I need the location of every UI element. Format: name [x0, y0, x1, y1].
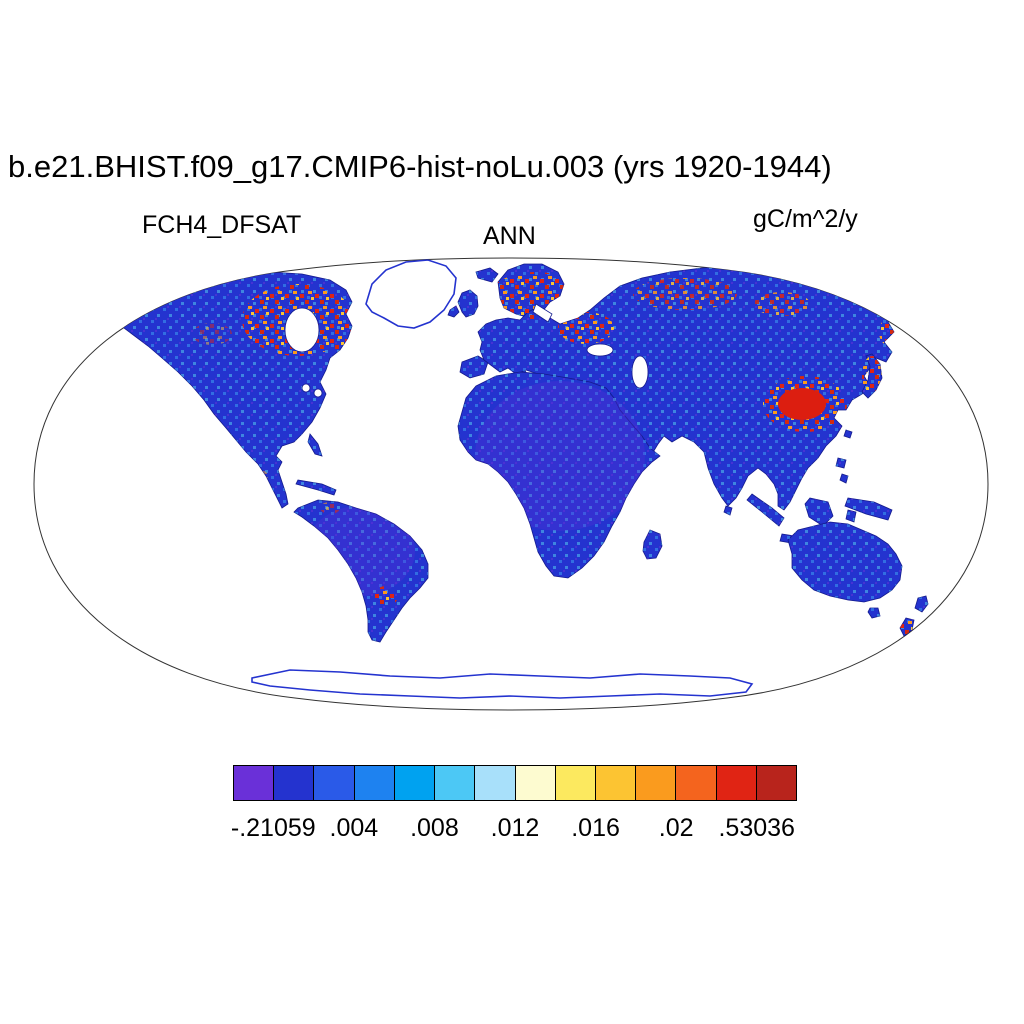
baltic-sea — [532, 303, 553, 323]
great-lakes-east — [313, 388, 323, 398]
colorbar-tick-label: .008 — [410, 814, 459, 842]
colorbar-box — [555, 765, 596, 801]
caspian-sea — [631, 355, 649, 389]
colorbar-box — [676, 765, 717, 801]
hotspot-alaska — [136, 290, 164, 306]
plot-title: b.e21.BHIST.f09_g17.CMIP6-hist-noLu.003 … — [8, 149, 832, 184]
hotspot-siberia — [633, 278, 737, 310]
colorbar-box — [314, 765, 355, 801]
colorbar-box — [354, 765, 395, 801]
world-map — [33, 257, 989, 711]
great-lakes-west — [301, 383, 311, 393]
colorbar-box — [435, 765, 476, 801]
colorbar-tick-label: .02 — [658, 814, 694, 842]
colorbar-tick-label: -.21059 — [230, 814, 316, 842]
colorbar-box — [274, 765, 315, 801]
inland-water — [284, 303, 649, 398]
colorbar-tick-label: .004 — [329, 814, 379, 842]
colorbar-labels: -.21059 .004 .008 .012 .016 .02 .53036 — [230, 814, 797, 844]
colorbar-box — [515, 765, 556, 801]
units-label: gC/m^2/y — [753, 205, 858, 233]
colorbar-box — [636, 765, 677, 801]
hotspot-china-core — [778, 388, 826, 420]
variable-label: FCH4_DFSAT — [142, 211, 302, 239]
colorbar-tick-label: .012 — [490, 814, 540, 842]
hotspot-west-canada — [192, 323, 232, 345]
colorbar-box — [475, 765, 516, 801]
colorbar-tick-label: .016 — [571, 814, 620, 842]
colorbar-box — [716, 765, 757, 801]
hotspot-west-russia — [558, 312, 614, 344]
colorbar-box — [394, 765, 436, 801]
colorbar-box — [595, 765, 637, 801]
hotspot-east-siberia — [754, 292, 810, 316]
hudson-bay — [284, 307, 320, 353]
black-sea — [586, 343, 614, 357]
hotspot-venezuela — [320, 502, 340, 514]
hotspot-argentina — [374, 586, 398, 606]
violet-tint-africa — [475, 381, 645, 531]
colorbar-box — [233, 765, 275, 801]
colorbar — [233, 765, 798, 801]
season-label: ANN — [483, 222, 536, 250]
colorbar-box — [756, 765, 798, 801]
map-panel — [30, 246, 992, 720]
colorbar-tick-label: .53036 — [718, 814, 795, 842]
hotspot-japan — [862, 356, 882, 396]
